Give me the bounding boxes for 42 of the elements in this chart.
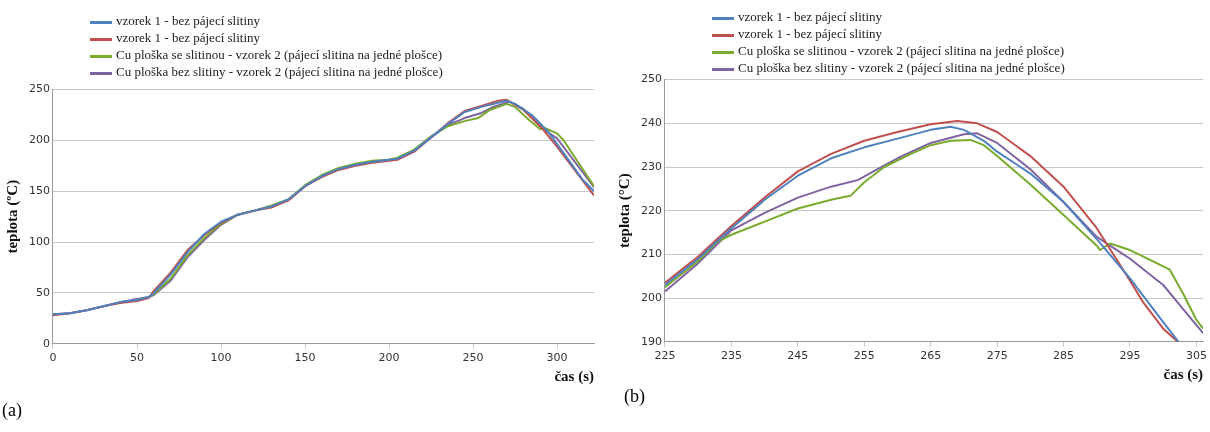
x-tick-label: 150	[294, 351, 316, 365]
legend-label: Cu ploška bez slitiny - vzorek 2 (pájecí slitina na jedné plošce)	[115, 63, 443, 80]
legend-label: vzorek 1 - bez pájecí slitiny	[737, 25, 884, 42]
y-tick-label: 0	[43, 336, 50, 350]
x-tick-label: 200	[378, 351, 400, 365]
y-tick-label: 200	[29, 133, 50, 147]
x-tick-label: 235	[720, 349, 742, 363]
x-tick-label: 305	[1185, 349, 1207, 363]
y-tick-label: 190	[641, 334, 662, 348]
x-tick-label: 100	[210, 351, 232, 365]
y-tick-label: 50	[36, 285, 50, 299]
y-tick-label: 150	[29, 184, 50, 198]
y-tick-label: 250	[29, 82, 50, 96]
y-tick-label: 240	[641, 116, 662, 130]
y-tick-label: 100	[29, 234, 50, 248]
text: (b)	[624, 386, 645, 407]
x-tick-label: 300	[546, 351, 568, 365]
legend-label: Cu ploška se slitinou - vzorek 2 (pájecí slitina na jedné plošce)	[115, 46, 443, 63]
x-tick-label: 255	[853, 349, 875, 363]
legend-label: vzorek 1 - bez pájecí slitiny	[115, 29, 262, 46]
x-tick-label: 265	[920, 349, 942, 363]
x-tick-label: 245	[787, 349, 809, 363]
legend-label: vzorek 1 - bez pájecí slitiny	[737, 8, 884, 25]
x-tick-label: 275	[986, 349, 1008, 363]
x-axis-title: čas (s)	[1163, 365, 1204, 383]
x-tick-label: 250	[462, 351, 484, 365]
y-axis-title: teplota (°C)	[615, 173, 633, 249]
text: (a)	[2, 400, 22, 421]
x-axis-title: čas (s)	[554, 367, 594, 385]
y-tick-label: 250	[641, 72, 662, 86]
legend-label: Cu ploška se slitinou - vzorek 2 (pájecí slitina na jedné plošce)	[737, 42, 1065, 59]
x-tick-label: 225	[654, 349, 676, 363]
y-tick-label: 230	[641, 159, 662, 173]
x-tick-label: 50	[130, 351, 144, 365]
y-tick-label: 220	[641, 203, 662, 217]
y-tick-label: 200	[641, 290, 662, 304]
y-tick-label: 210	[641, 247, 662, 261]
x-tick-label: 295	[1119, 349, 1141, 363]
legend-label: vzorek 1 - bez pájecí slitiny	[115, 12, 262, 29]
x-tick-label: 285	[1053, 349, 1075, 363]
legend-label: Cu ploška bez slitiny - vzorek 2 (pájecí slitina na jedné plošce)	[737, 59, 1065, 76]
y-axis-title: teplota (ºC)	[3, 179, 21, 254]
